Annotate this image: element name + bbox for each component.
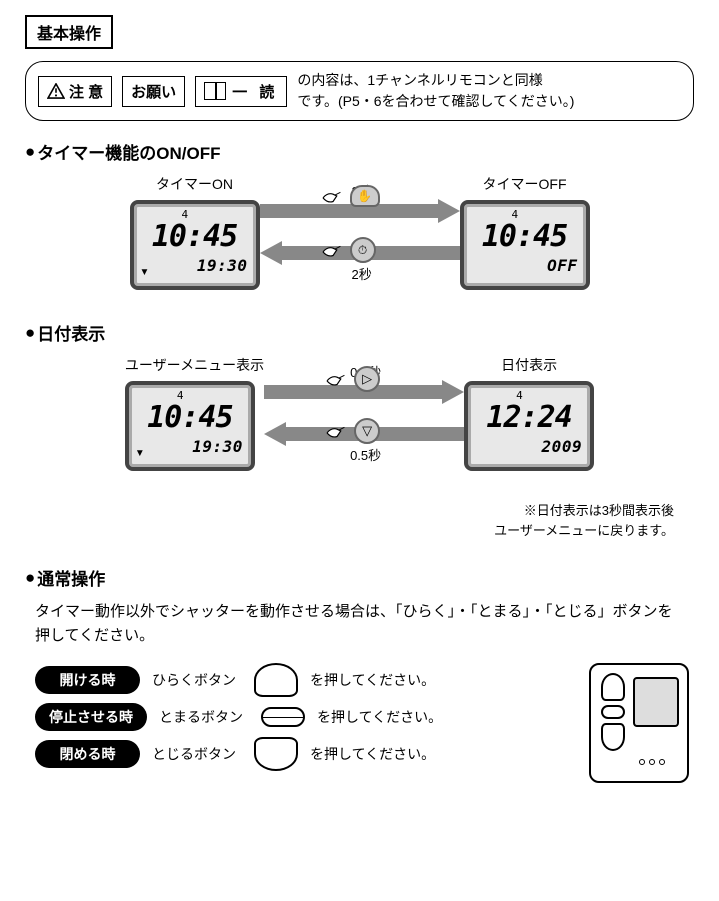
- book-icon: [204, 82, 226, 100]
- section-title: 基本操作: [25, 15, 113, 49]
- lcd-time: 12:24: [476, 403, 582, 433]
- timer-off-column: タイマーOFF 4 10:45 OFF: [460, 174, 590, 290]
- normal-heading: 通常操作: [25, 565, 694, 590]
- lcd-sub: 19:30: [142, 256, 248, 275]
- close-row: 閉める時 とじるボタン を押してください。: [35, 737, 574, 771]
- date-note: ※日付表示は3秒間表示後 ユーザーメニューに戻ります。: [25, 501, 674, 540]
- lcd-indicator-icon: ▼: [135, 448, 145, 459]
- hand-point-icon: [320, 239, 348, 261]
- timer-off-label: タイマーOFF: [460, 174, 590, 194]
- arrow-right: ✋: [260, 199, 460, 223]
- warning-icon: [47, 83, 65, 99]
- lcd-timer-off: 4 10:45 OFF: [460, 200, 590, 290]
- menu-column: ユーザーメニュー表示 4 10:45 19:30 ▼: [125, 355, 264, 471]
- remote-illustration: [589, 663, 689, 783]
- lcd-timer-on: 4 10:45 19:30 ▼: [130, 200, 260, 290]
- date-diagram: ユーザーメニュー表示 4 10:45 19:30 ▼ 0.5秒 ▷ ▽ 0.5秒…: [25, 355, 694, 471]
- remote-dots: [639, 759, 665, 765]
- hand-point-icon: [324, 368, 352, 390]
- timer-on-column: タイマーON 4 10:45 19:30 ▼: [130, 174, 260, 290]
- remote-up-icon: [601, 673, 625, 701]
- close-pill: 閉める時: [35, 740, 140, 768]
- close-button-shape: [254, 737, 298, 771]
- timer-on-label: タイマーON: [130, 174, 260, 194]
- close-btn-name: とじるボタン: [152, 744, 242, 764]
- date-column: 日付表示 4 12:24 2009: [464, 355, 594, 471]
- notice-row: 注 意 お願い 一 読 の内容は、1チャンネルリモコンと同様 です。(P5・6を…: [25, 61, 694, 121]
- lcd-time: 10:45: [472, 222, 578, 252]
- stop-pill: 停止させる時: [35, 703, 147, 731]
- date-label: 日付表示: [464, 355, 594, 375]
- timer-heading: タイマー機能のON/OFF: [25, 139, 694, 164]
- open-btn-name: ひらくボタン: [152, 670, 242, 690]
- duration-bottom: 2秒: [352, 264, 372, 283]
- remote-buttons: [599, 673, 627, 773]
- caution-box: 注 意: [38, 76, 112, 107]
- remote-stop-icon: [601, 705, 625, 719]
- read-box: 一 読: [195, 76, 287, 107]
- lcd-day: 4: [182, 208, 189, 221]
- duration-bottom: 0.5秒: [350, 445, 381, 464]
- close-action: を押してください。: [310, 744, 435, 764]
- notice-line2: です。(P5・6を合わせて確認してください。): [297, 93, 574, 109]
- read-label: 一 読: [232, 81, 278, 102]
- down-button-icon: ▽: [354, 418, 380, 444]
- lcd-time: 10:45: [137, 403, 243, 433]
- remote-down-icon: [601, 723, 625, 751]
- request-label: お願い: [131, 81, 176, 102]
- normal-body: タイマー動作以外でシャッターを動作させる場合は、「ひらく」・「とまる」・「とじる…: [35, 600, 684, 648]
- lcd-menu: 4 10:45 19:30 ▼: [125, 381, 255, 471]
- open-button-shape: [254, 663, 298, 697]
- notice-text: の内容は、1チャンネルリモコンと同様 です。(P5・6を合わせて確認してください…: [297, 70, 681, 112]
- remote-screen: [633, 677, 679, 727]
- open-pill: 開ける時: [35, 666, 140, 694]
- lcd-indicator-icon: ▼: [140, 267, 150, 278]
- lcd-day: 4: [177, 389, 184, 402]
- lcd-day: 4: [516, 389, 523, 402]
- hand-point-icon: [324, 420, 352, 442]
- stop-action: を押してください。: [317, 707, 442, 727]
- note-line1: ※日付表示は3秒間表示後: [524, 503, 674, 518]
- request-box: お願い: [122, 76, 185, 107]
- lcd-sub: 2009: [476, 437, 582, 456]
- stop-row: 停止させる時 とまるボタン を押してください。: [35, 703, 574, 731]
- arrow-left: ⏱: [260, 241, 460, 265]
- operations-wrap: 開ける時 ひらくボタン を押してください。 停止させる時 とまるボタン を押して…: [25, 663, 694, 771]
- stop-btn-name: とまるボタン: [159, 707, 249, 727]
- lcd-time: 10:45: [142, 222, 248, 252]
- lcd-date: 4 12:24 2009: [464, 381, 594, 471]
- clock-button-icon: ⏱: [350, 237, 376, 263]
- arrow-left: ▽: [264, 422, 464, 446]
- timer-arrows: 2秒 ✋ ⏱ 2秒: [260, 199, 460, 265]
- open-action: を押してください。: [310, 670, 435, 690]
- note-line2: ユーザーメニューに戻ります。: [494, 523, 674, 538]
- manual-button-icon: ✋: [350, 185, 380, 207]
- lcd-sub: OFF: [472, 256, 578, 275]
- menu-label: ユーザーメニュー表示: [125, 355, 264, 375]
- stop-button-shape: [261, 707, 305, 727]
- date-heading: 日付表示: [25, 320, 694, 345]
- right-button-icon: ▷: [354, 366, 380, 392]
- lcd-day: 4: [512, 208, 519, 221]
- timer-diagram: タイマーON 4 10:45 19:30 ▼ 2秒 ✋ ⏱ 2秒 タイマーOFF: [25, 174, 694, 290]
- arrow-right: ▷: [264, 380, 464, 404]
- lcd-sub: 19:30: [137, 437, 243, 456]
- open-row: 開ける時 ひらくボタン を押してください。: [35, 663, 574, 697]
- date-arrows: 0.5秒 ▷ ▽ 0.5秒: [264, 380, 464, 446]
- hand-point-icon: [320, 185, 348, 207]
- caution-label: 注 意: [69, 81, 103, 102]
- notice-line1: の内容は、1チャンネルリモコンと同様: [297, 72, 542, 88]
